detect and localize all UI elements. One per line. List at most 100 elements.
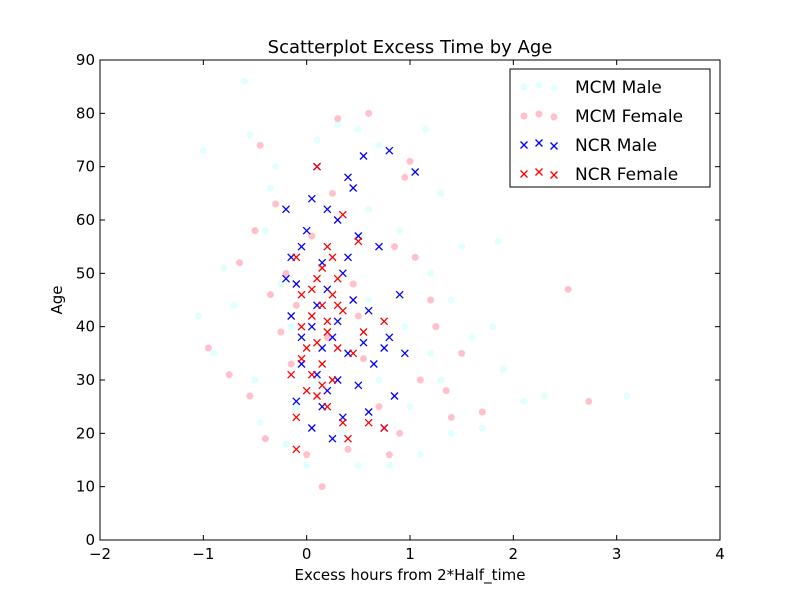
y-tick-label-7: 70	[76, 158, 95, 176]
point-ncr-female-21	[313, 392, 321, 400]
point-mcm-male-40	[375, 376, 383, 384]
point-mcm-female-25	[323, 333, 331, 341]
point-mcm-female-33	[360, 355, 367, 363]
point-mcm-female-10	[318, 483, 326, 491]
point-mcm-male-1	[241, 77, 249, 85]
point-mcm-male-3	[220, 264, 228, 272]
y-tick-label-2: 20	[76, 424, 95, 442]
x-tick-label-2: 0	[302, 545, 312, 563]
point-ncr-female-26	[380, 424, 389, 432]
point-mcm-female-19	[458, 349, 466, 357]
point-mcm-male-15	[437, 189, 445, 197]
point-mcm-female-31	[308, 232, 316, 240]
legend-marker-mcm-female-1	[535, 110, 543, 118]
point-ncr-female-32	[297, 290, 306, 299]
point-ncr-male-38	[349, 184, 358, 192]
point-mcm-female-35	[256, 141, 264, 149]
point-ncr-male-14	[349, 296, 358, 304]
legend-label-ncr-male: NCR Male	[575, 136, 657, 156]
point-mcm-female-26	[354, 312, 362, 320]
point-mcm-female-32	[329, 189, 336, 197]
point-mcm-female-0	[334, 115, 342, 123]
point-ncr-female-27	[292, 445, 301, 454]
point-mcm-male-9	[272, 163, 280, 171]
x-tick-label-5: 3	[612, 545, 622, 563]
legend-label-mcm-female: MCM Female	[575, 107, 683, 127]
point-ncr-female-18	[307, 370, 316, 379]
point-ncr-male-36	[302, 226, 311, 235]
point-mcm-female-22	[478, 408, 486, 416]
point-ncr-female-33	[323, 317, 332, 326]
point-ncr-male-21	[400, 349, 409, 358]
point-ncr-female-6	[333, 274, 342, 283]
point-mcm-male-20	[540, 392, 548, 400]
legend: MCM Male MCM Female NCR Male NCR Female	[509, 68, 711, 188]
point-mcm-female-1	[365, 109, 373, 117]
point-mcm-male-30	[385, 461, 393, 469]
point-ncr-male-1	[359, 152, 368, 160]
point-ncr-female-5	[318, 264, 327, 272]
point-mcm-female-30	[267, 291, 274, 299]
point-mcm-female-20	[564, 285, 572, 293]
point-mcm-female-6	[246, 392, 254, 400]
point-ncr-male-0	[385, 146, 394, 155]
x-tick-label-4: 2	[509, 545, 519, 563]
point-ncr-male-40	[282, 274, 290, 283]
point-ncr-female-7	[307, 285, 316, 294]
point-mcm-female-37	[442, 387, 450, 395]
point-mcm-female-2	[205, 344, 212, 352]
legend-marker-mcm-male-0	[520, 83, 528, 91]
point-ncr-male-20	[380, 344, 389, 352]
point-mcm-female-15	[401, 173, 409, 181]
point-ncr-female-13	[323, 328, 332, 336]
point-ncr-female-22	[292, 413, 301, 422]
y-tick-label-4: 40	[76, 318, 95, 336]
point-ncr-female-36	[333, 301, 342, 310]
point-mcm-male-49	[292, 403, 300, 411]
point-mcm-male-12	[354, 125, 362, 133]
point-ncr-male-30	[307, 424, 316, 432]
point-mcm-male-31	[416, 451, 424, 459]
point-mcm-female-24	[287, 360, 295, 368]
points-layer	[194, 77, 631, 491]
point-ncr-female-25	[364, 418, 373, 427]
point-ncr-female-23	[323, 402, 332, 411]
x-tick-label-1: −1	[192, 545, 214, 563]
point-ncr-female-19	[328, 376, 337, 384]
point-ncr-male-37	[323, 205, 332, 214]
point-ncr-male-26	[390, 392, 399, 400]
point-ncr-male-48	[385, 333, 394, 342]
point-mcm-male-18	[520, 397, 528, 405]
legend-marker-ncr-male-2	[550, 142, 558, 150]
point-ncr-female-20	[302, 386, 311, 395]
point-ncr-male-9	[297, 242, 306, 251]
legend-marker-ncr-male-1	[535, 139, 543, 147]
point-ncr-female-24	[338, 418, 347, 427]
x-tick-label-6: 4	[715, 545, 725, 563]
point-ncr-female-15	[333, 344, 342, 352]
point-ncr-male-31	[328, 434, 337, 443]
point-mcm-female-8	[272, 200, 280, 208]
point-ncr-female-38	[318, 381, 327, 390]
point-ncr-male-15	[364, 306, 373, 315]
y-tick-label-8: 80	[76, 104, 95, 122]
point-mcm-male-46	[401, 323, 409, 331]
point-ncr-female-3	[323, 242, 332, 251]
point-ncr-female-28	[344, 434, 352, 443]
legend-box	[509, 68, 711, 188]
point-mcm-female-7	[261, 435, 269, 443]
point-ncr-male-42	[369, 360, 378, 368]
legend-marker-ncr-female-1	[535, 168, 543, 176]
point-mcm-female-36	[277, 328, 285, 336]
point-mcm-female-27	[375, 403, 383, 411]
point-ncr-female-8	[328, 290, 337, 299]
point-ncr-male-46	[364, 408, 373, 416]
point-mcm-male-33	[478, 424, 486, 432]
point-mcm-female-14	[406, 157, 414, 165]
legend-marker-mcm-female-0	[520, 112, 528, 120]
point-ncr-female-1	[338, 210, 347, 219]
point-ncr-male-12	[292, 280, 301, 288]
point-mcm-male-0	[199, 147, 207, 155]
